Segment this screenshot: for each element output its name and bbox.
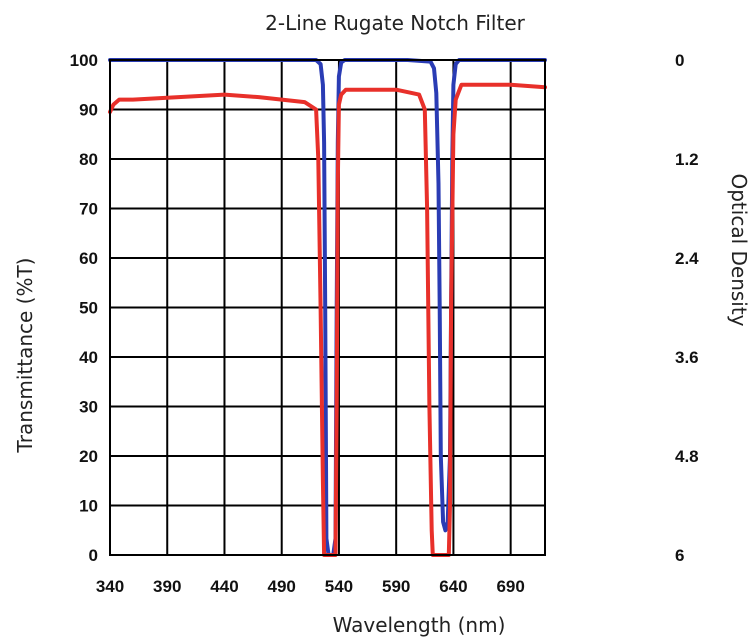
x-tick-label: 540 <box>325 577 353 596</box>
y-tick-label: 60 <box>79 249 98 268</box>
y2-tick-label: 0 <box>675 51 684 70</box>
y2-tick-label: 3.6 <box>675 348 699 367</box>
y-tick-label: 30 <box>79 398 98 417</box>
y2-axis-label: Optical Density <box>727 173 751 326</box>
x-axis-label: Wavelength (nm) <box>333 613 506 637</box>
x-tick-labels: 340 390 440 490 540 590 640 690 <box>96 577 525 596</box>
x-tick-label: 490 <box>268 577 296 596</box>
y-tick-label: 70 <box>79 200 98 219</box>
x-tick-label: 440 <box>210 577 238 596</box>
y-tick-label: 100 <box>70 51 98 70</box>
gridlines <box>109 59 545 556</box>
y-tick-label: 0 <box>89 546 98 565</box>
y-tick-label: 90 <box>79 101 98 120</box>
series-line-2 <box>108 82 547 557</box>
chart-title: 2-Line Rugate Notch Filter <box>265 11 525 35</box>
y-tick-label: 40 <box>79 348 98 367</box>
x-tick-label: 690 <box>496 577 524 596</box>
x-tick-label: 390 <box>153 577 181 596</box>
x-tick-label: 590 <box>382 577 410 596</box>
x-tick-label: 340 <box>96 577 124 596</box>
x-tick-label: 640 <box>439 577 467 596</box>
y2-tick-label: 6 <box>675 546 684 565</box>
y2-tick-label: 2.4 <box>675 249 699 268</box>
plot-frame <box>109 59 546 556</box>
y2-tick-label: 4.8 <box>675 447 699 466</box>
y-tick-label: 10 <box>79 497 98 516</box>
y-tick-labels: 0 10 20 30 40 50 60 70 80 90 100 <box>70 51 98 565</box>
y-tick-label: 50 <box>79 299 98 318</box>
y-tick-label: 20 <box>79 447 98 466</box>
y-tick-label: 80 <box>79 150 98 169</box>
y2-tick-labels: 0 1.2 2.4 3.6 4.8 6 <box>675 51 699 565</box>
y2-tick-label: 1.2 <box>675 150 699 169</box>
y-axis-label: Transmittance (%T) <box>13 258 37 454</box>
